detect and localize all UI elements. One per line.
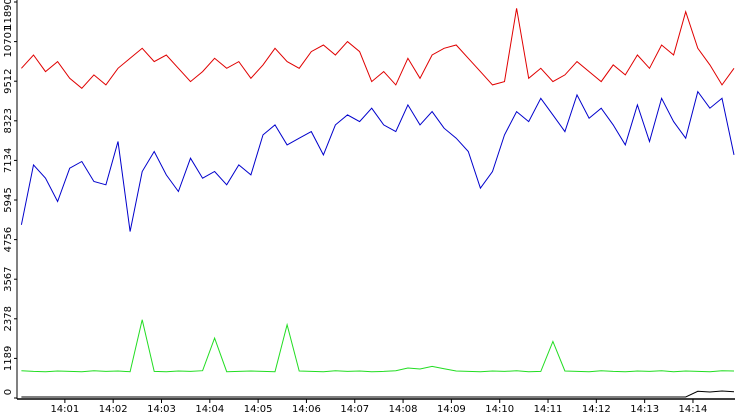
y-tick-label: 0 [3,389,14,395]
y-tick-label: 11890 [3,0,14,30]
y-tick-label: 9512 [3,68,14,93]
x-tick-label: 14:11 [534,404,563,415]
x-tick-label: 14:02 [99,404,128,415]
y-tick-label: 10701 [3,26,14,58]
x-tick-label: 14:06 [292,404,321,415]
x-tick-label: 14:10 [485,404,514,415]
x-tick-label: 14:05 [244,404,273,415]
x-tick-label: 14:01 [50,404,79,415]
y-tick-label: 2378 [3,306,14,331]
y-tick-label: 4756 [3,227,14,252]
x-tick-label: 14:07 [340,404,369,415]
series-line [21,8,735,89]
x-tick-label: 14:14 [679,404,708,415]
y-tick-label: 7134 [3,148,14,173]
y-tick-label: 3567 [3,266,14,291]
x-tick-label: 14:09 [437,404,466,415]
y-tick-label: 8323 [3,108,14,133]
x-tick-label: 14:13 [630,404,659,415]
series-line [21,390,735,398]
x-tick-label: 14:03 [147,404,176,415]
x-tick-label: 14:12 [582,404,611,415]
series-line [20,90,735,232]
series-line [21,319,735,373]
y-tick-label: 1189 [3,346,14,371]
y-tick-label: 5945 [3,187,14,212]
x-tick-label: 14:04 [195,404,224,415]
x-tick-label: 14:08 [389,404,418,415]
